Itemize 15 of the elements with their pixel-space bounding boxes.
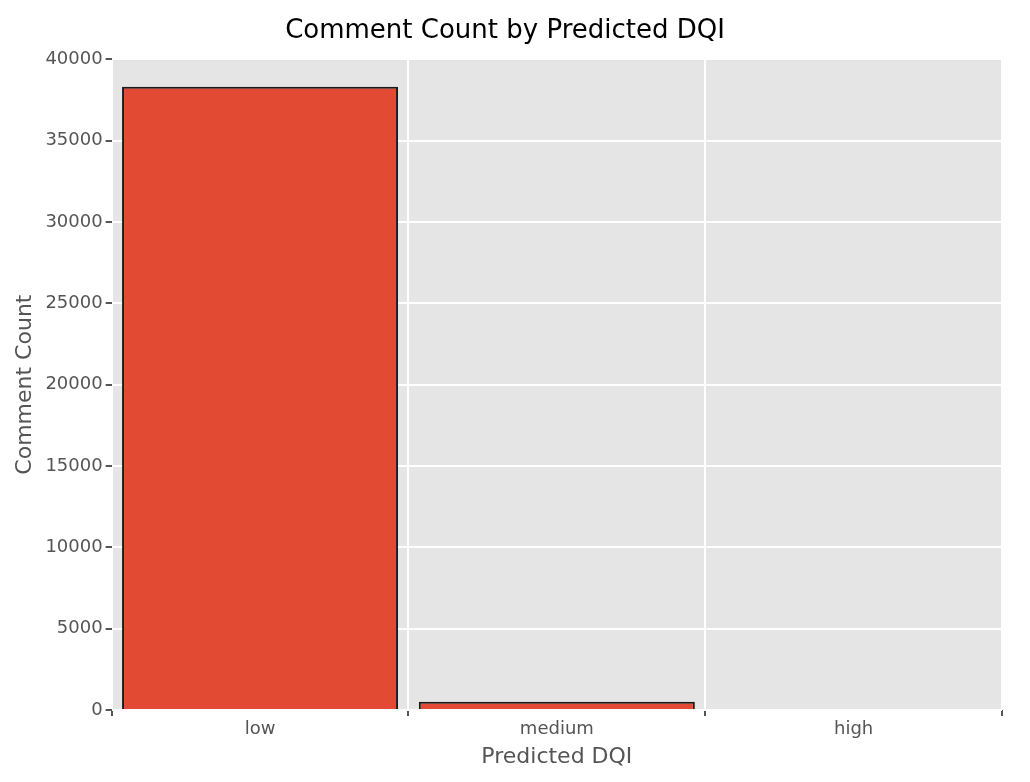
y-tick-label: 30000	[45, 209, 103, 231]
y-tick-label: 35000	[45, 128, 103, 150]
chart-title: Comment Count by Predicted DQI	[285, 14, 725, 45]
y-axis-title: Comment Count	[10, 294, 36, 475]
x-tick-label: low	[244, 717, 276, 739]
x-tick-label: high	[833, 717, 874, 739]
y-tick-label: 10000	[45, 534, 103, 556]
y-tick-label: 20000	[45, 372, 103, 394]
y-tick-label: 40000	[45, 46, 103, 68]
x-axis-title: Predicted DQI	[481, 742, 633, 768]
y-tick-label: 15000	[45, 453, 103, 475]
y-tick-label: 5000	[56, 616, 103, 638]
y-tick-label: 25000	[45, 290, 103, 312]
x-tick-label: medium	[519, 717, 594, 739]
y-tick-label: 0	[91, 697, 103, 719]
